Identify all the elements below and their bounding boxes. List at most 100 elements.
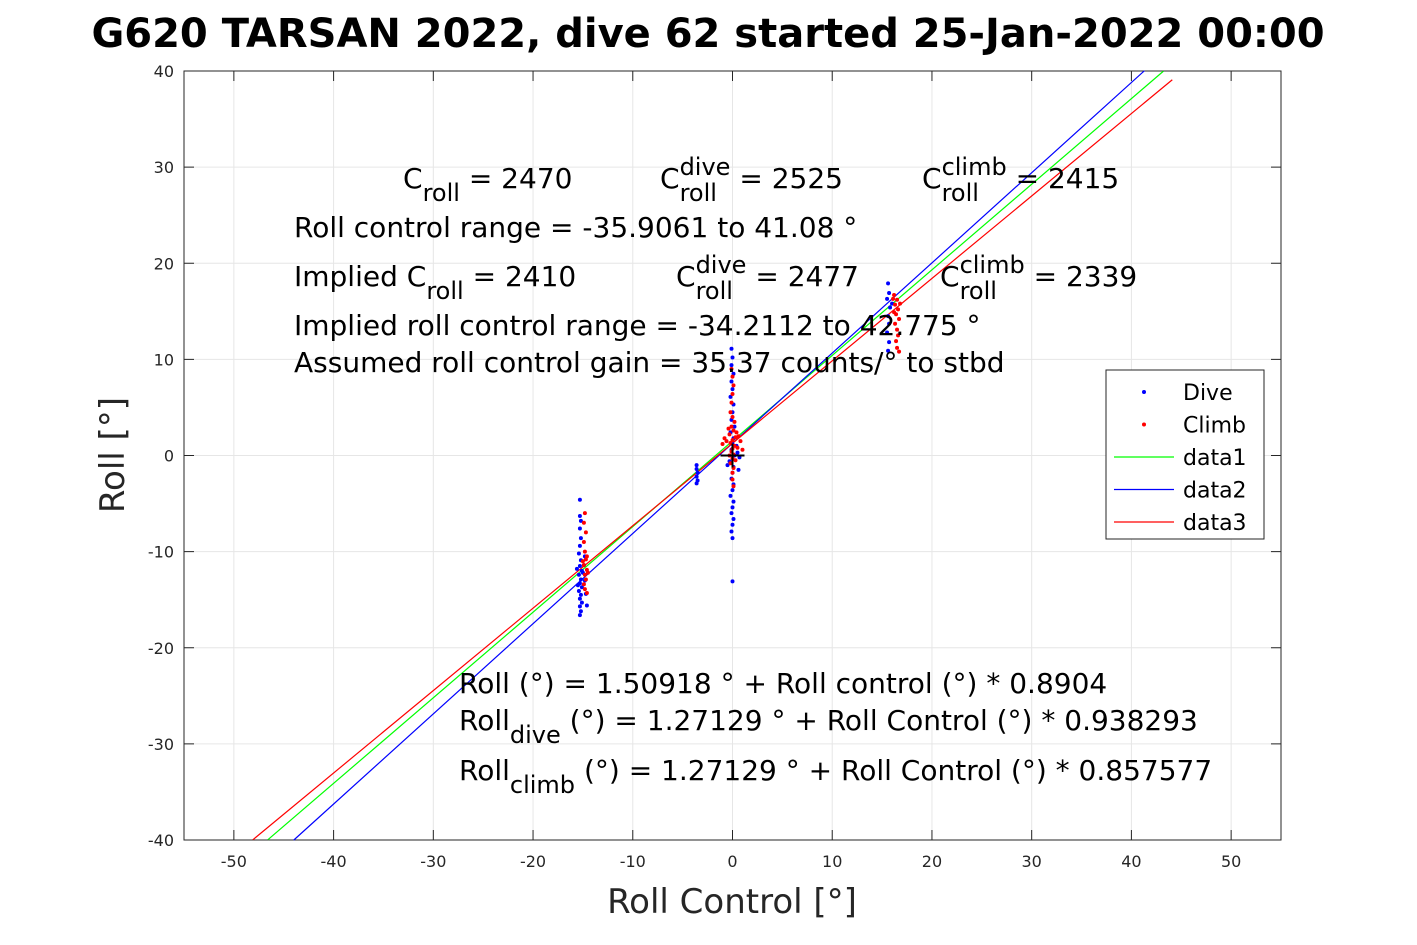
point-climb bbox=[722, 436, 727, 441]
point-dive bbox=[578, 577, 583, 582]
annotation-roll-range: Roll control range = -35.9061 to 41.08 ° bbox=[294, 211, 857, 244]
x-tick-label: -30 bbox=[420, 852, 446, 871]
y-tick-label: 0 bbox=[164, 447, 174, 466]
annotation-tail: = 2415 bbox=[1007, 162, 1120, 195]
x-axis-label: Roll Control [°] bbox=[607, 882, 857, 922]
point-dive bbox=[577, 596, 582, 601]
point-dive bbox=[574, 566, 579, 571]
annotation-base: Roll bbox=[459, 754, 510, 787]
point-dive bbox=[728, 493, 733, 498]
annotation-superscript: dive bbox=[680, 153, 731, 181]
point-climb bbox=[730, 470, 735, 475]
point-climb bbox=[893, 302, 898, 307]
point-climb bbox=[740, 447, 745, 452]
point-climb bbox=[892, 292, 897, 297]
point-dive bbox=[730, 579, 735, 584]
x-tick-label: -40 bbox=[321, 852, 347, 871]
legend-box bbox=[1105, 369, 1265, 540]
point-dive bbox=[577, 613, 582, 618]
point-dive bbox=[578, 592, 583, 597]
point-climb bbox=[582, 549, 587, 554]
series-line-data2 bbox=[293, 70, 1145, 841]
fit-lines bbox=[252, 70, 1173, 841]
y-tick-label: -30 bbox=[148, 735, 174, 754]
legend: Dive Climb data1 data2 data3 bbox=[1105, 369, 1265, 540]
point-dive bbox=[694, 463, 699, 468]
point-dive bbox=[886, 281, 891, 286]
annotation-base: C bbox=[676, 260, 696, 293]
annotation-base: Implied C bbox=[294, 260, 426, 293]
annotation-implied-c-roll-climb: Cclimb roll = 2339 bbox=[940, 251, 1137, 305]
point-dive bbox=[694, 481, 699, 486]
point-climb bbox=[735, 445, 740, 450]
point-climb bbox=[729, 366, 734, 371]
point-climb bbox=[897, 317, 902, 322]
point-climb bbox=[730, 477, 735, 482]
point-climb bbox=[730, 374, 735, 379]
x-tick-label: 50 bbox=[1221, 852, 1241, 871]
point-climb bbox=[727, 432, 732, 437]
point-climb bbox=[729, 400, 734, 405]
point-climb bbox=[898, 301, 903, 306]
point-dive bbox=[730, 536, 735, 541]
point-dive bbox=[886, 348, 891, 353]
point-dive bbox=[730, 505, 735, 510]
point-climb bbox=[731, 484, 736, 489]
point-dive bbox=[887, 340, 892, 345]
point-climb bbox=[581, 582, 586, 587]
point-climb bbox=[582, 572, 587, 577]
x-axis-ticks: -50 -40 -30 -20 -10 0 10 20 30 40 50 bbox=[221, 71, 1241, 871]
point-dive bbox=[577, 514, 582, 519]
point-climb bbox=[729, 424, 734, 429]
y-axis-ticks: -40 -30 -20 -10 0 10 20 30 40 bbox=[148, 62, 1281, 850]
annotation-subscript: dive bbox=[510, 721, 561, 749]
point-climb bbox=[720, 441, 725, 446]
annotation-tail: = 2525 bbox=[730, 162, 843, 195]
origin-crosshair bbox=[720, 443, 745, 468]
legend-label: Dive bbox=[1183, 381, 1233, 406]
point-climb bbox=[730, 415, 735, 420]
annotation-base: C bbox=[403, 162, 423, 195]
point-climb bbox=[734, 430, 739, 435]
annotation-tail: = 2470 bbox=[460, 162, 573, 195]
x-tick-label: -10 bbox=[620, 852, 646, 871]
point-dive bbox=[887, 321, 892, 326]
point-dive bbox=[575, 583, 580, 588]
point-dive bbox=[576, 551, 581, 556]
annotation-fit-all: Roll (°) = 1.50918 ° + Roll control (°) … bbox=[459, 667, 1107, 700]
point-dive bbox=[736, 467, 741, 472]
x-tick-label: 20 bbox=[922, 852, 942, 871]
x-tick-label: 10 bbox=[822, 852, 842, 871]
point-dive bbox=[885, 330, 890, 335]
point-dive bbox=[735, 450, 740, 455]
point-dive bbox=[577, 604, 582, 609]
point-climb bbox=[733, 458, 738, 463]
annotation-base: C bbox=[660, 162, 680, 195]
annotation-c-roll-dive: Cdive roll = 2525 bbox=[660, 153, 843, 207]
point-dive bbox=[694, 466, 699, 471]
point-dive bbox=[576, 589, 581, 594]
point-dive bbox=[579, 585, 584, 590]
annotation-c-roll-climb: Cclimb roll = 2415 bbox=[922, 153, 1119, 207]
point-climb bbox=[580, 559, 585, 564]
point-dive bbox=[578, 536, 583, 541]
point-climb bbox=[583, 577, 588, 582]
annotation-c-roll: Croll = 2470 bbox=[403, 162, 572, 207]
legend-marker-dive bbox=[1142, 390, 1146, 394]
x-tick-label: -20 bbox=[520, 852, 546, 871]
point-climb bbox=[584, 590, 589, 595]
point-dive bbox=[694, 474, 699, 479]
point-climb bbox=[581, 563, 586, 568]
x-tick-label: 0 bbox=[727, 852, 737, 871]
annotation-tail: = 2477 bbox=[746, 260, 859, 293]
point-climb bbox=[730, 438, 735, 443]
point-dive bbox=[725, 463, 730, 468]
y-tick-label: -40 bbox=[148, 831, 174, 850]
y-tick-label: 40 bbox=[154, 62, 174, 81]
annotation-fit-climb: Rollclimb (°) = 1.27129 ° + Roll Control… bbox=[459, 754, 1212, 799]
point-climb bbox=[583, 530, 588, 535]
point-dive bbox=[578, 609, 583, 614]
point-dive bbox=[728, 394, 733, 399]
point-climb bbox=[581, 540, 586, 545]
point-climb bbox=[738, 439, 743, 444]
